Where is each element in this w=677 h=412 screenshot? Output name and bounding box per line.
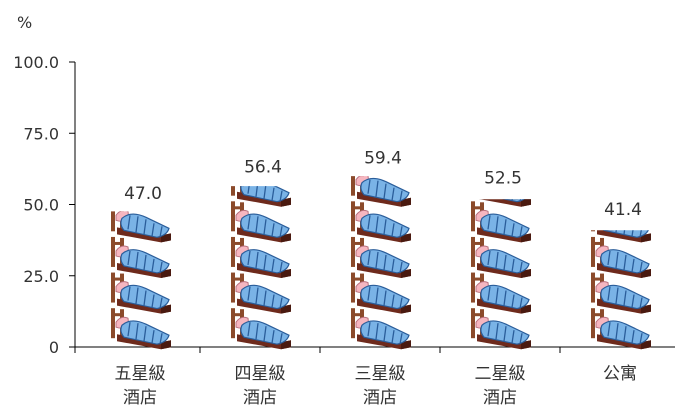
- value-label: 52.5: [484, 168, 522, 188]
- category-label: 酒店: [123, 388, 157, 408]
- bed-icon: [110, 307, 172, 350]
- bar-1: [110, 211, 172, 350]
- bed-icon: [350, 307, 412, 350]
- bar-4: [470, 199, 532, 350]
- bar-3: [350, 176, 412, 350]
- bed-icon: [470, 271, 532, 315]
- category-label: 酒店: [483, 388, 517, 408]
- y-axis-unit: %: [17, 13, 32, 32]
- category-label: 公寓: [603, 364, 637, 384]
- bed-icon: [350, 271, 412, 315]
- axes: 0 25.0 50.0 75.0 100.0: [13, 53, 675, 357]
- bed-icon: [230, 200, 292, 243]
- value-label: 59.4: [364, 149, 402, 169]
- bed-icon: [350, 236, 412, 279]
- category-label: 五星級: [115, 364, 166, 384]
- value-label: 47.0: [124, 184, 162, 204]
- bed-icon: [110, 271, 172, 315]
- bed-icon: [350, 200, 412, 243]
- bed-icon: [470, 200, 532, 243]
- bed-icon: [470, 307, 532, 350]
- bed-icon: [110, 236, 172, 279]
- bed-icon: [590, 271, 652, 315]
- bed-icon: [230, 271, 292, 315]
- category-label: 四星級: [235, 364, 286, 384]
- bed-icon: [590, 307, 652, 350]
- bed-icon: [470, 236, 532, 279]
- bar-2: [230, 186, 292, 350]
- category-label: 酒店: [363, 388, 397, 408]
- bar-5: [590, 230, 652, 350]
- y-tick-label: 0: [49, 338, 59, 357]
- category-label: 二星級: [475, 364, 526, 384]
- value-label: 56.4: [244, 157, 282, 177]
- category-label: 三星級: [355, 364, 406, 384]
- y-tick-label: 100.0: [13, 53, 59, 72]
- y-tick-label: 25.0: [23, 267, 59, 286]
- bed-icon: [350, 176, 412, 208]
- value-label: 41.4: [604, 200, 642, 220]
- bed-icon: [230, 307, 292, 350]
- bed-icon: [230, 236, 292, 279]
- bed-icon: [590, 236, 652, 279]
- bars: [110, 176, 652, 350]
- category-label: 酒店: [243, 388, 277, 408]
- bed-icon: [110, 211, 172, 243]
- y-tick-label: 50.0: [23, 196, 59, 215]
- y-tick-label: 75.0: [23, 124, 59, 143]
